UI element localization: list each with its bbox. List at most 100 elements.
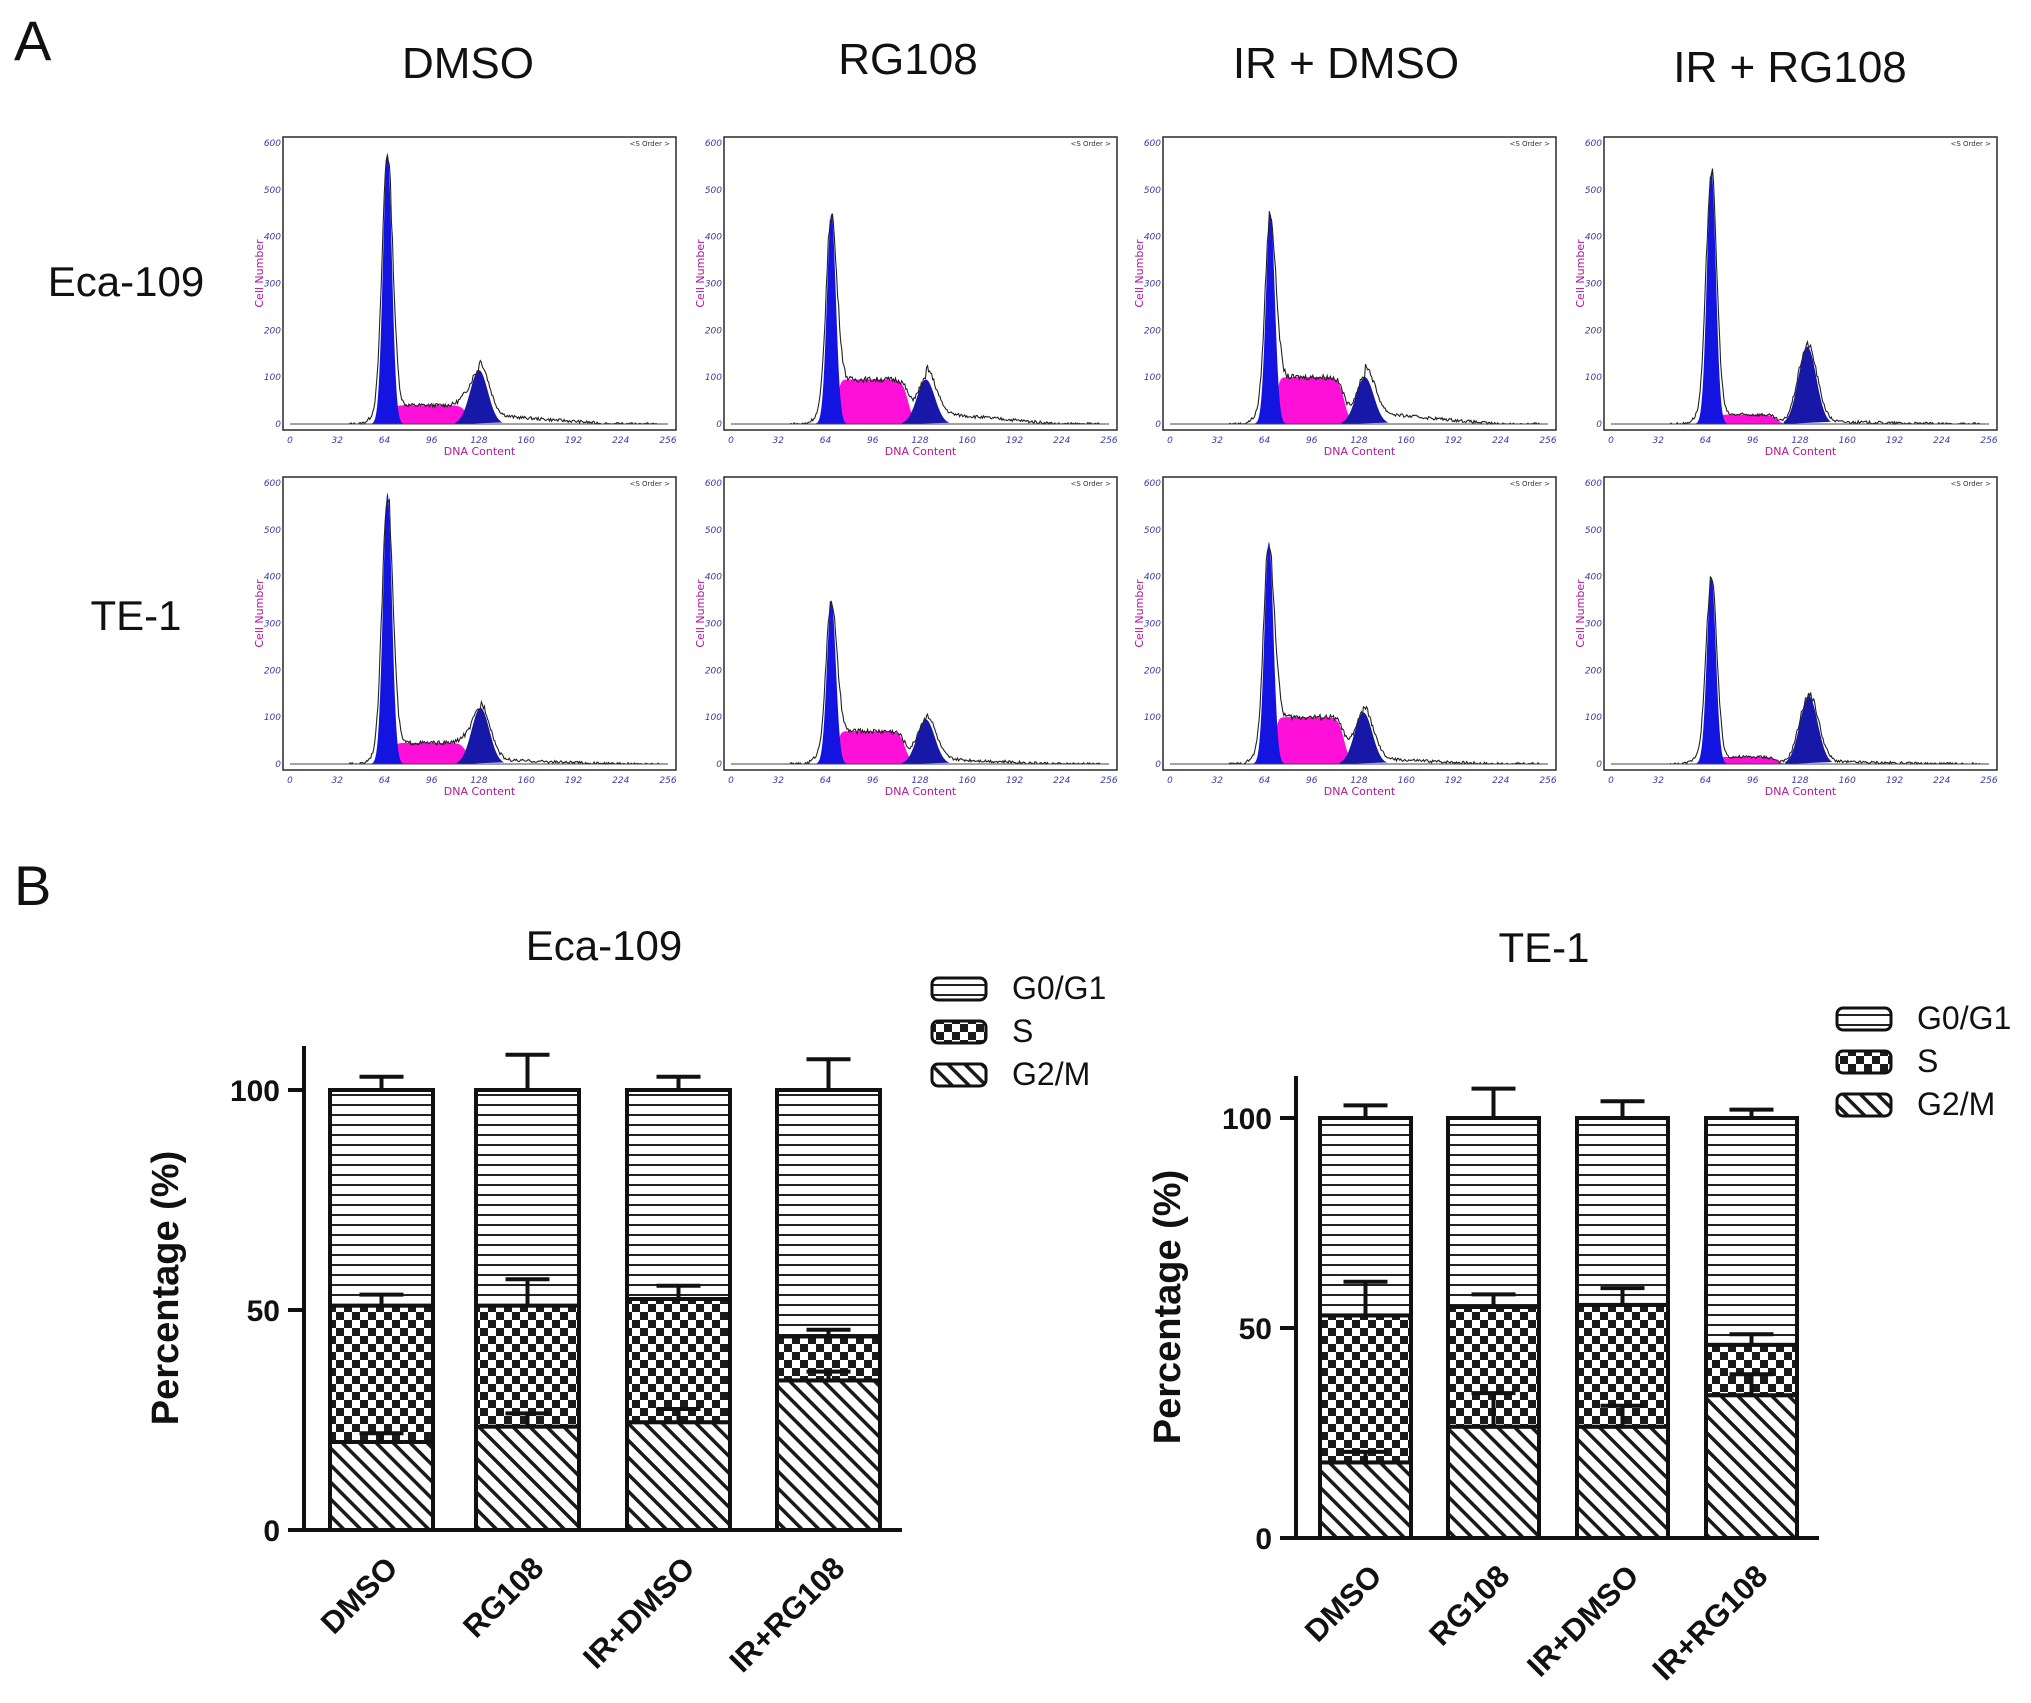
y-axis-label: Cell Number <box>253 239 266 308</box>
bar-segment-s <box>625 1297 732 1425</box>
y-tick-label: 300 <box>705 280 722 290</box>
s-phase-area <box>381 405 482 424</box>
y-tick-label: 400 <box>705 233 722 243</box>
x-axis-label: DNA Content <box>444 445 516 458</box>
bar-segment-g0-g1 <box>625 1088 732 1301</box>
y-tick-label: 400 <box>1144 233 1161 243</box>
row-heading-eca109: Eca-109 <box>48 258 204 305</box>
y-tick-label: 0 <box>275 760 281 770</box>
bar-segment-g0-g1 <box>1575 1116 1670 1307</box>
category-label: RG108 <box>456 1550 550 1644</box>
x-tick-label: 0 <box>287 436 293 446</box>
y-tick-label: 200 <box>264 666 281 676</box>
y-axis-label: Cell Number <box>694 239 707 308</box>
g1-peak-area <box>1693 576 1730 764</box>
y-tick-label: 400 <box>264 233 281 243</box>
x-tick-label: 0 <box>1608 436 1614 446</box>
x-tick-label: 96 <box>867 776 879 786</box>
g1-peak-area <box>813 213 850 424</box>
x-tick-label: 96 <box>1747 776 1759 786</box>
y-tick-label: 0 <box>716 760 722 770</box>
y-tick-label: 500 <box>1585 186 1602 196</box>
y-tick-label: 100 <box>1222 1103 1272 1136</box>
x-tick-label: 0 <box>728 776 734 786</box>
x-tick-label: 64 <box>379 436 391 446</box>
bar-segment-g0-g1 <box>1446 1116 1541 1309</box>
x-tick-label: 128 <box>470 436 487 446</box>
g2-peak-area <box>1785 696 1833 764</box>
order-note: <S Order > <box>1070 140 1111 148</box>
x-tick-label: 96 <box>426 776 438 786</box>
y-tick-label: 0 <box>263 1515 280 1548</box>
y-tick-label: 600 <box>1144 139 1161 149</box>
x-tick-label: 160 <box>518 776 535 786</box>
histogram-plot: 0 32 64 96 128 160 192 224 256 0 100 200 300 400 500 60… <box>1133 136 1557 458</box>
histogram-plot: 0 32 64 96 128 160 192 224 256 0 100 200 300 400 500 60… <box>694 136 1118 458</box>
order-note: <S Order > <box>1509 480 1550 488</box>
y-tick-label: 300 <box>705 620 722 630</box>
x-tick-label: 64 <box>1259 436 1271 446</box>
legend-swatch <box>1835 1092 1893 1118</box>
y-tick-label: 600 <box>1144 479 1161 489</box>
s-phase-area <box>825 379 923 424</box>
y-tick-label: 100 <box>705 713 722 723</box>
y-tick-label: 400 <box>264 573 281 583</box>
histogram-plot: 0 32 64 96 128 160 192 224 256 0 100 200 300 400 500 60… <box>253 136 677 458</box>
y-axis-label: Cell Number <box>1574 579 1587 648</box>
y-tick-label: 100 <box>1585 713 1602 723</box>
x-tick-label: 224 <box>1933 776 1950 786</box>
y-tick-label: 400 <box>1585 573 1602 583</box>
y-tick-label: 600 <box>705 139 722 149</box>
x-tick-label: 160 <box>959 776 976 786</box>
y-tick-label: 0 <box>1255 1523 1272 1556</box>
y-axis-title: Percentage (%) <box>145 1151 187 1426</box>
y-tick-label: 100 <box>1144 713 1161 723</box>
y-tick-label: 50 <box>1239 1313 1272 1346</box>
x-tick-label: 96 <box>867 436 879 446</box>
g2-peak-area <box>456 707 505 764</box>
x-tick-label: 192 <box>1445 776 1462 786</box>
column-heading-ir-rg108: IR + RG108 <box>1673 43 1907 92</box>
legend-label: G0/G1 <box>1917 1000 2011 1036</box>
s-phase-area <box>381 742 482 764</box>
s-phase-area <box>825 731 920 764</box>
y-tick-label: 500 <box>705 526 722 536</box>
y-tick-label: 100 <box>1144 373 1161 383</box>
x-tick-label: 224 <box>612 776 629 786</box>
y-tick-label: 200 <box>1144 666 1161 676</box>
y-tick-label: 0 <box>1155 420 1161 430</box>
g2-peak-area <box>902 719 950 764</box>
order-note: <S Order > <box>1950 480 1991 488</box>
legend-label: G2/M <box>1012 1056 1090 1092</box>
y-tick-label: 200 <box>264 326 281 336</box>
x-tick-label: 192 <box>565 776 582 786</box>
histogram-grid: 0 32 64 96 128 160 192 224 256 0 100 200 300 400 500 60… <box>253 136 1998 798</box>
category-label: DMSO <box>314 1550 405 1641</box>
histogram-frame <box>723 476 1118 771</box>
order-note: <S Order > <box>1070 480 1111 488</box>
x-tick-label: 0 <box>1608 776 1614 786</box>
y-tick-label: 0 <box>1155 760 1161 770</box>
y-tick-label: 400 <box>1585 233 1602 243</box>
y-tick-label: 500 <box>1144 186 1161 196</box>
y-tick-label: 200 <box>705 326 722 336</box>
category-label: RG108 <box>1422 1558 1516 1652</box>
x-tick-label: 192 <box>1445 436 1462 446</box>
x-tick-label: 128 <box>1350 436 1367 446</box>
y-tick-label: 600 <box>264 479 281 489</box>
category-label: IR+DMSO <box>1520 1558 1645 1683</box>
y-tick-label: 50 <box>247 1295 280 1328</box>
x-tick-label: 64 <box>820 776 832 786</box>
order-note: <S Order > <box>629 140 670 148</box>
legend-swatch <box>1835 1049 1893 1075</box>
g1-peak-area <box>369 492 406 764</box>
x-tick-label: 160 <box>1398 776 1415 786</box>
x-tick-label: 256 <box>1539 436 1556 446</box>
x-axis-label: DNA Content <box>885 785 957 798</box>
x-tick-label: 192 <box>1006 776 1023 786</box>
y-tick-label: 100 <box>705 373 722 383</box>
y-tick-label: 0 <box>1596 420 1602 430</box>
bar-segment-s <box>328 1303 435 1444</box>
